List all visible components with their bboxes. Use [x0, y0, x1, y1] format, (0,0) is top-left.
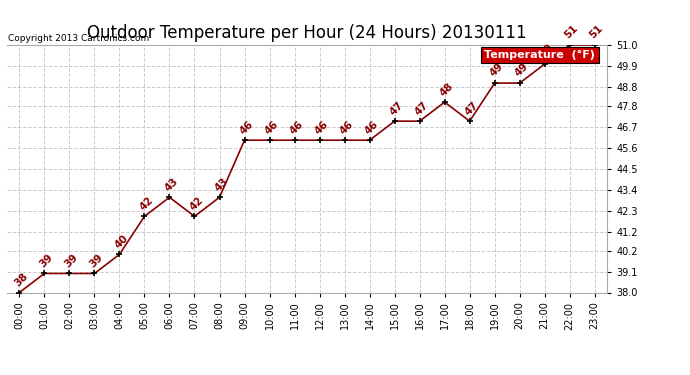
Text: 51: 51 — [563, 24, 580, 41]
Text: 47: 47 — [413, 99, 430, 117]
Text: 43: 43 — [163, 176, 180, 193]
Text: 50: 50 — [538, 42, 555, 60]
Text: 47: 47 — [463, 99, 480, 117]
Text: 46: 46 — [313, 118, 330, 136]
Text: 42: 42 — [188, 195, 205, 212]
Text: 51: 51 — [588, 24, 605, 41]
Text: Copyright 2013 Cartronics.com: Copyright 2013 Cartronics.com — [8, 33, 149, 42]
Title: Outdoor Temperature per Hour (24 Hours) 20130111: Outdoor Temperature per Hour (24 Hours) … — [87, 24, 527, 42]
Text: 46: 46 — [237, 118, 255, 136]
Text: 47: 47 — [388, 99, 405, 117]
Text: 39: 39 — [37, 252, 55, 269]
Text: 49: 49 — [513, 62, 530, 79]
Text: 39: 39 — [88, 252, 105, 269]
Text: 42: 42 — [137, 195, 155, 212]
Text: 46: 46 — [337, 118, 355, 136]
Text: 43: 43 — [213, 176, 230, 193]
Text: 48: 48 — [437, 81, 455, 98]
Text: 39: 39 — [63, 252, 80, 269]
Text: 46: 46 — [263, 118, 280, 136]
Text: 46: 46 — [288, 118, 305, 136]
Text: Temperature  (°F): Temperature (°F) — [484, 50, 595, 60]
Text: 49: 49 — [488, 62, 505, 79]
Text: 38: 38 — [12, 271, 30, 288]
Text: 40: 40 — [112, 233, 130, 250]
Text: 46: 46 — [363, 118, 380, 136]
